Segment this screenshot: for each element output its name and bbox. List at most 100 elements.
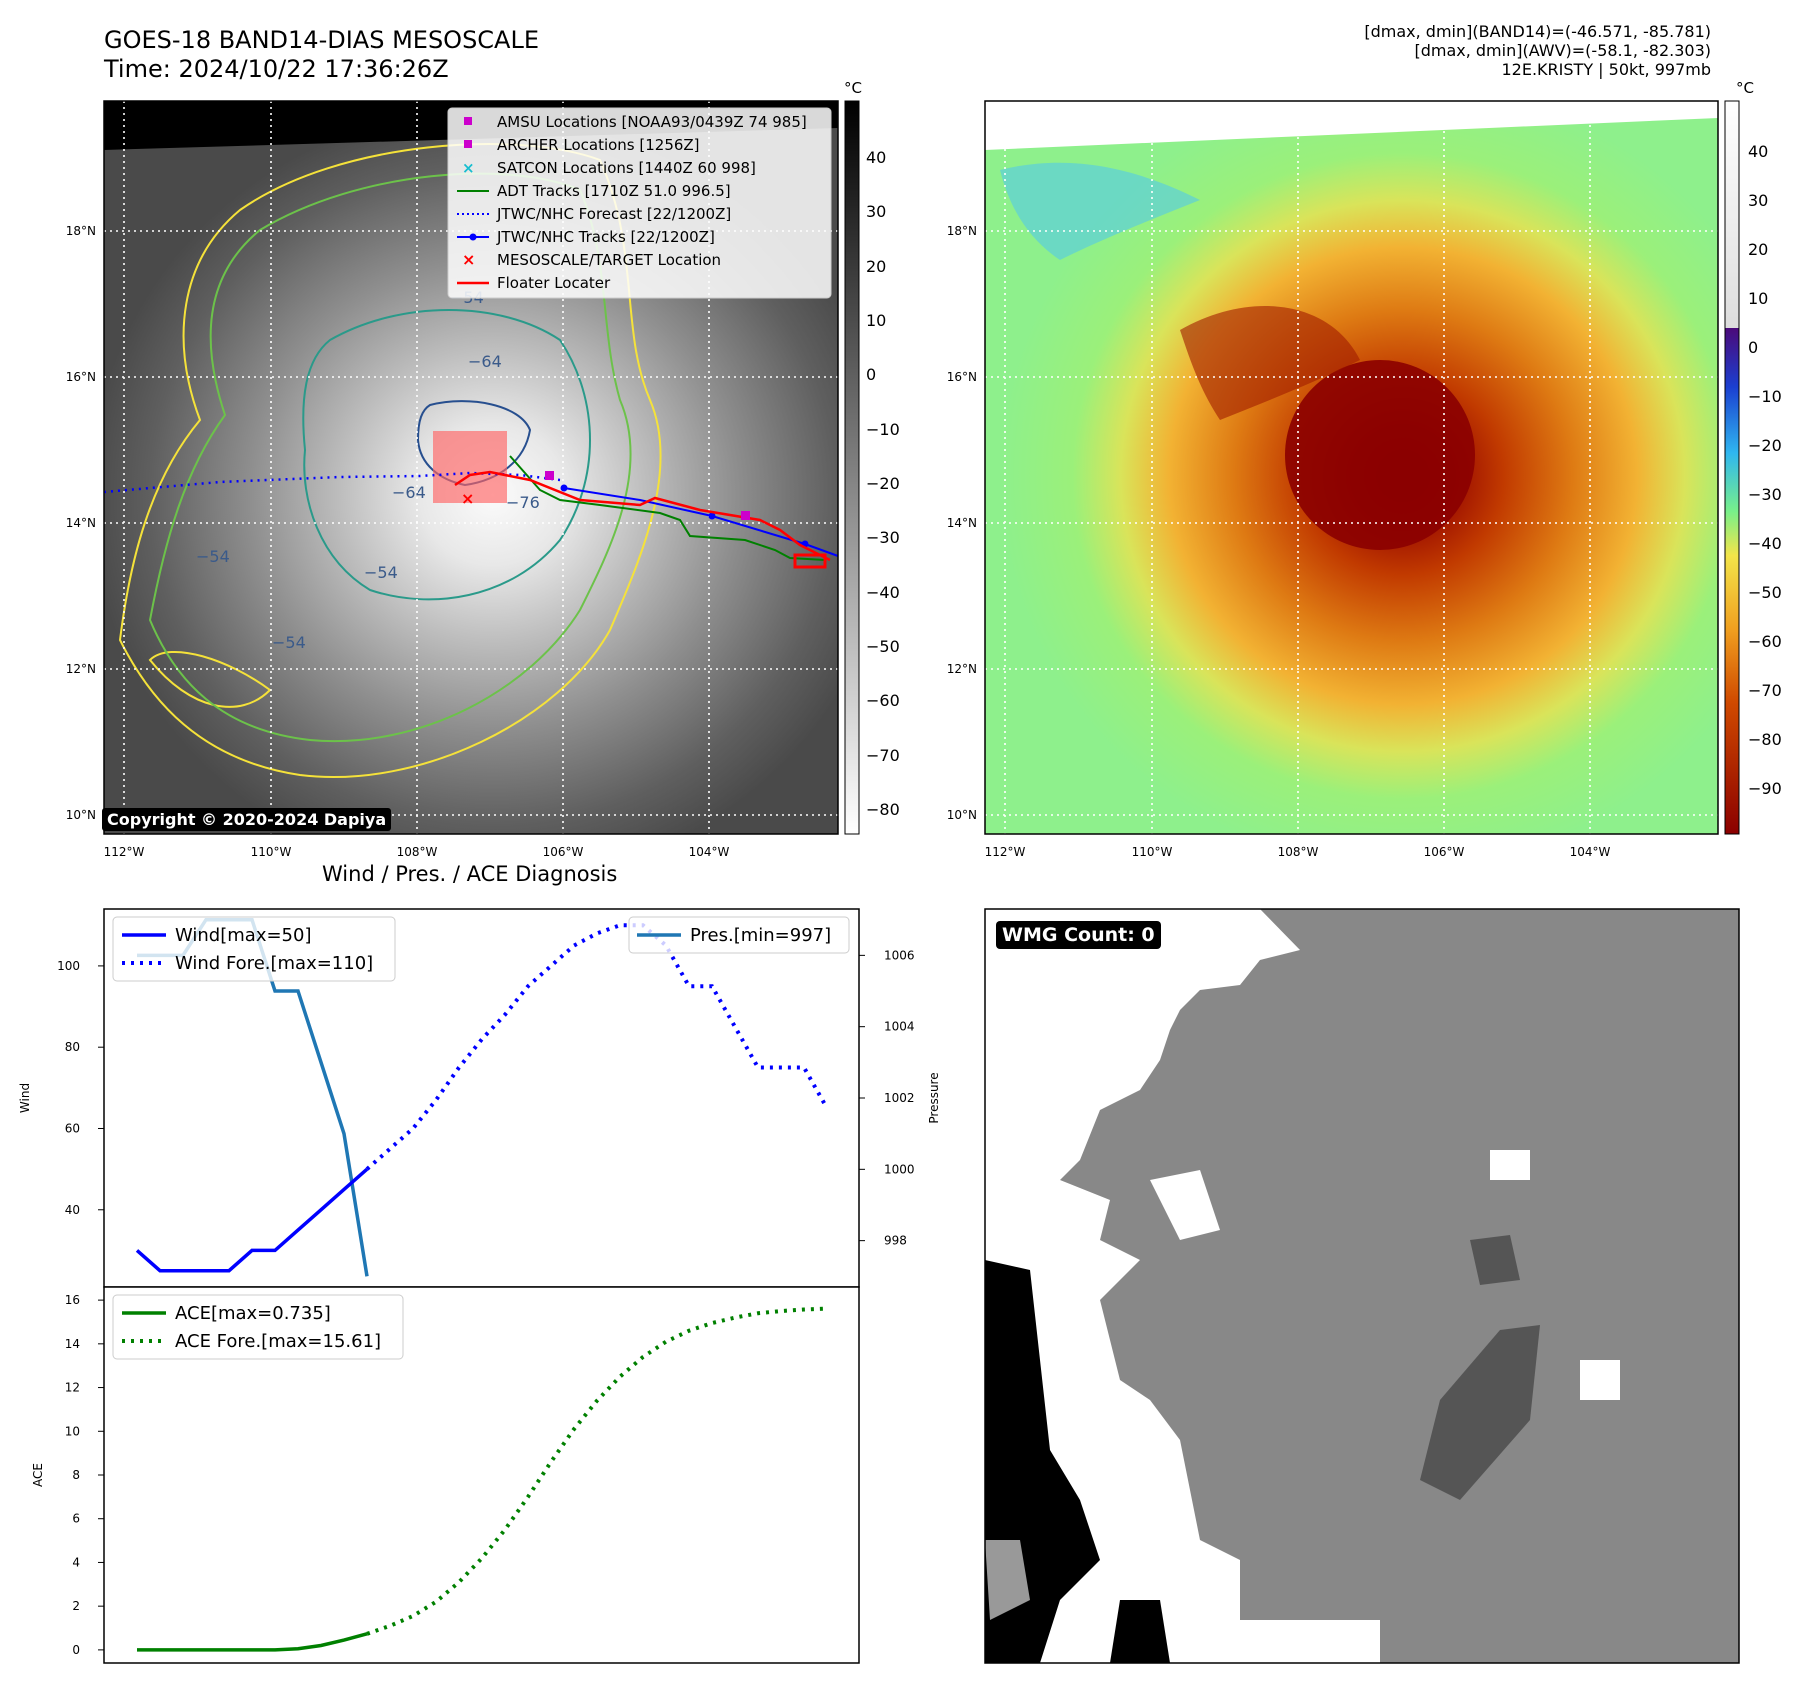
gray-colorbar-ticks: 40 30 20 10 0 −10 −20 −30 −40 −50 −60 −7… <box>866 148 900 819</box>
color-colorbar-ticks: 40 30 20 10 0 −10 −20 −30 −40 −50 −60 −7… <box>1748 142 1782 798</box>
legend-wind: Wind[max=50] <box>175 925 312 946</box>
svg-text:−70: −70 <box>866 746 900 765</box>
wind-legend-box <box>112 916 396 982</box>
svg-text:−40: −40 <box>1748 534 1782 553</box>
svg-text:108°W: 108°W <box>397 845 438 859</box>
svg-text:110°W: 110°W <box>1132 845 1173 859</box>
range-info-awv: [dmax, dmin](AWV)=(-58.1, -82.303) <box>1414 41 1711 60</box>
legend-pressure: Pres.[min=997] <box>690 925 831 946</box>
svg-text:16°N: 16°N <box>66 370 96 384</box>
contour-label: −54 <box>364 563 398 582</box>
wind-pressure-panel: 40 60 80 100 998 1000 1002 1004 1006 Wind Pressu… <box>18 908 941 1288</box>
svg-text:12°N: 12°N <box>66 662 96 676</box>
pressure-tick-label: 1006 <box>884 948 915 962</box>
legend-forecast: JTWC/NHC Forecast [22/1200Z] <box>496 205 731 223</box>
left-map-lat-labels: 18°N 16°N 14°N 12°N 10°N <box>66 224 96 822</box>
ace-forecast-line <box>366 1306 828 1636</box>
wind-tick-label: 100 <box>57 959 80 973</box>
svg-text:104°W: 104°W <box>689 845 730 859</box>
map-legend: AMSU Locations [NOAA93/0439Z 74 985] ARC… <box>447 107 832 299</box>
target-legend-icon: × <box>462 250 475 269</box>
svg-text:104°W: 104°W <box>1570 845 1611 859</box>
ace-tick-label: 0 <box>72 1643 80 1657</box>
ace-panel: 0 2 4 6 8 10 12 14 16 ACE ACE[max=0.735] ACE For… <box>31 1286 860 1664</box>
svg-text:0: 0 <box>866 365 876 384</box>
svg-text:106°W: 106°W <box>543 845 584 859</box>
svg-text:−10: −10 <box>866 420 900 439</box>
svg-text:14°N: 14°N <box>947 516 977 530</box>
contour-label: −64 <box>468 352 502 371</box>
right-map-lon-labels: 112°W 110°W 108°W 106°W 104°W <box>985 845 1611 859</box>
mesoscale-target-box <box>433 431 507 503</box>
svg-text:14°N: 14°N <box>66 516 96 530</box>
svg-text:108°W: 108°W <box>1278 845 1319 859</box>
archer-marker-icon <box>464 140 472 148</box>
ace-line <box>137 1632 368 1652</box>
legend-floater: Floater Locater <box>497 274 611 292</box>
legend-adt: ADT Tracks [1710Z 51.0 996.5] <box>497 182 731 200</box>
wind-tick-label: 80 <box>65 1040 80 1054</box>
svg-text:−80: −80 <box>1748 730 1782 749</box>
svg-text:20: 20 <box>866 257 886 276</box>
ace-tick-label: 12 <box>65 1381 80 1395</box>
figure-title: GOES-18 BAND14-DIAS MESOSCALE Time: 2024… <box>104 26 539 84</box>
svg-text:112°W: 112°W <box>104 845 145 859</box>
svg-text:30: 30 <box>1748 191 1768 210</box>
legend-target: MESOSCALE/TARGET Location <box>497 251 721 269</box>
ace-tick-label: 2 <box>72 1599 80 1613</box>
ace-marks: 0 2 4 6 8 10 12 14 16 <box>65 1293 828 1657</box>
color-colorbar-unit: °C <box>1736 79 1754 97</box>
amsu-marker-icon <box>464 117 472 125</box>
svg-text:−60: −60 <box>866 691 900 710</box>
svg-text:40: 40 <box>1748 142 1768 161</box>
range-info: [dmax, dmin](BAND14)=(-46.571, -85.781) … <box>1364 22 1711 79</box>
svg-text:−70: −70 <box>1748 681 1782 700</box>
svg-text:110°W: 110°W <box>251 845 292 859</box>
svg-text:10: 10 <box>866 311 886 330</box>
gray-colorbar-unit: °C <box>844 79 862 97</box>
wind-tick-label: 60 <box>65 1121 80 1135</box>
adt-track <box>509 455 826 561</box>
svg-text:10°N: 10°N <box>66 808 96 822</box>
legend-wind-forecast: Wind Fore.[max=110] <box>175 953 373 974</box>
ace-tick-label: 6 <box>72 1512 80 1526</box>
title-line-2: Time: 2024/10/22 17:36:26Z <box>104 55 449 83</box>
range-info-band14: [dmax, dmin](BAND14)=(-46.571, -85.781) <box>1364 22 1711 41</box>
pressure-tick-label: 1004 <box>884 1020 915 1034</box>
color-colorbar: °C 40 30 20 10 0 −10 −20 −30 −40 −50 −60… <box>1724 79 1782 835</box>
pressure-axis-label: Pressure <box>927 1072 941 1123</box>
right-map-lat-labels: 18°N 16°N 14°N 12°N 10°N <box>947 224 977 822</box>
pressure-tick-label: 1000 <box>884 1162 915 1176</box>
ace-tick-label: 16 <box>65 1293 80 1307</box>
svg-text:−20: −20 <box>866 474 900 493</box>
pressure-legend-box <box>628 916 850 954</box>
svg-text:30: 30 <box>866 202 886 221</box>
svg-text:12°N: 12°N <box>947 662 977 676</box>
target-marker: × <box>461 489 474 508</box>
svg-text:−10: −10 <box>1748 387 1782 406</box>
svg-text:18°N: 18°N <box>947 224 977 238</box>
svg-text:112°W: 112°W <box>985 845 1026 859</box>
svg-text:−30: −30 <box>1748 485 1782 504</box>
svg-text:0: 0 <box>1748 338 1758 357</box>
svg-text:10: 10 <box>1748 289 1768 308</box>
contour-label: −54 <box>196 547 230 566</box>
svg-text:−60: −60 <box>1748 632 1782 651</box>
ace-axis-label: ACE <box>31 1463 45 1487</box>
svg-text:−40: −40 <box>866 583 900 602</box>
ir-color-map <box>985 101 1718 834</box>
gray-colorbar: °C 40 30 20 10 0 −10 −20 −30 −40 −50 −60… <box>844 79 900 835</box>
svg-text:−30: −30 <box>866 528 900 547</box>
copyright-badge: Copyright © 2020-2024 Dapiya <box>102 808 392 831</box>
legend-archer: ARCHER Locations [1256Z] <box>497 136 700 154</box>
svg-text:40: 40 <box>866 148 886 167</box>
satcon-marker-icon: × <box>462 159 475 177</box>
contour-label: −76 <box>506 493 540 512</box>
wmg-panel <box>985 909 1739 1663</box>
title-line-1: GOES-18 BAND14-DIAS MESOSCALE <box>104 26 540 54</box>
forecast-track <box>104 471 561 494</box>
wmg-count-badge: WMG Count: 0 <box>996 921 1161 949</box>
legend-satcon: SATCON Locations [1440Z 60 998] <box>497 159 756 177</box>
legend-ace-forecast: ACE Fore.[max=15.61] <box>175 1331 381 1352</box>
